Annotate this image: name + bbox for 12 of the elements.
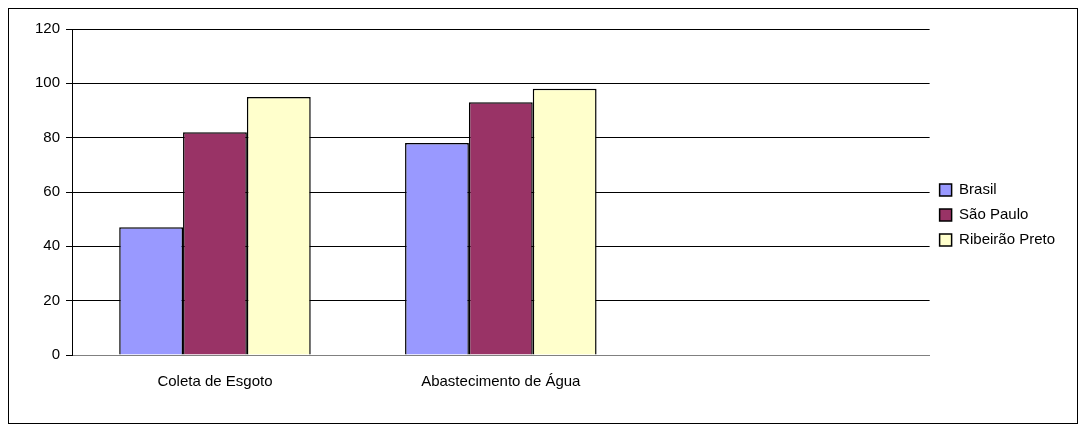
y-tick-label: 20 (43, 290, 61, 308)
x-tick-label: Abastecimento de Água (421, 372, 582, 390)
y-tick-label: 0 (51, 345, 61, 363)
y-tick-label: 100 (35, 73, 61, 91)
legend-label: Brasil (959, 180, 997, 198)
y-tick-label: 120 (35, 19, 61, 37)
y-tick-label: 80 (43, 127, 61, 145)
legend-label: São Paulo (959, 205, 1029, 223)
legend-label: Ribeirão Preto (959, 230, 1056, 248)
y-tick-label: 60 (43, 182, 61, 200)
x-tick-label: Coleta de Esgoto (157, 372, 273, 390)
y-tick-label: 40 (43, 236, 61, 254)
